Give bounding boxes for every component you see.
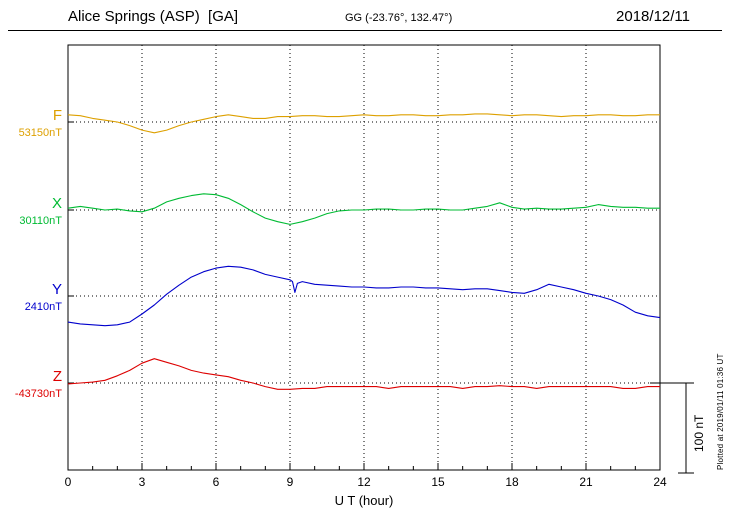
scale-bar-label: 100 nT	[692, 414, 706, 452]
x-tick-label-21: 21	[579, 475, 593, 489]
x-tick-label-9: 9	[286, 475, 294, 489]
channel-basevalue-Y: 2410nT	[24, 301, 62, 313]
x-tick-label-12: 12	[357, 475, 371, 489]
channel-label-Z: Z	[52, 368, 62, 385]
x-tick-label-0: 0	[64, 475, 72, 489]
channel-basevalue-X: 30110nT	[19, 215, 62, 227]
trace-Y	[67, 265, 661, 327]
x-tick-label-3: 3	[138, 475, 146, 489]
station-title: Alice Springs (ASP) [GA]	[68, 8, 239, 25]
channel-basevalue-Z: -43730nT	[14, 388, 62, 400]
x-tick-label-18: 18	[505, 475, 519, 489]
geographic-coords: GG (-23.76°, 132.47°)	[345, 12, 453, 24]
trace-Z	[67, 358, 660, 390]
channel-label-X: X	[51, 195, 62, 212]
channel-label-F: F	[52, 107, 62, 124]
trace-X	[67, 193, 660, 225]
x-tick-label-24: 24	[653, 475, 667, 489]
channel-label-Y: Y	[51, 281, 62, 298]
plot-date: 2018/12/11	[616, 8, 690, 25]
header-divider	[8, 30, 722, 31]
x-tick-label-15: 15	[431, 475, 445, 489]
x-axis-label: U T (hour)	[334, 493, 394, 508]
x-tick-label-6: 6	[212, 475, 220, 489]
channel-basevalue-F: 53150nT	[18, 127, 62, 139]
trace-F	[67, 113, 660, 134]
plotted-note: Plotted at 2019/01/11 01:36 UT	[716, 353, 725, 470]
